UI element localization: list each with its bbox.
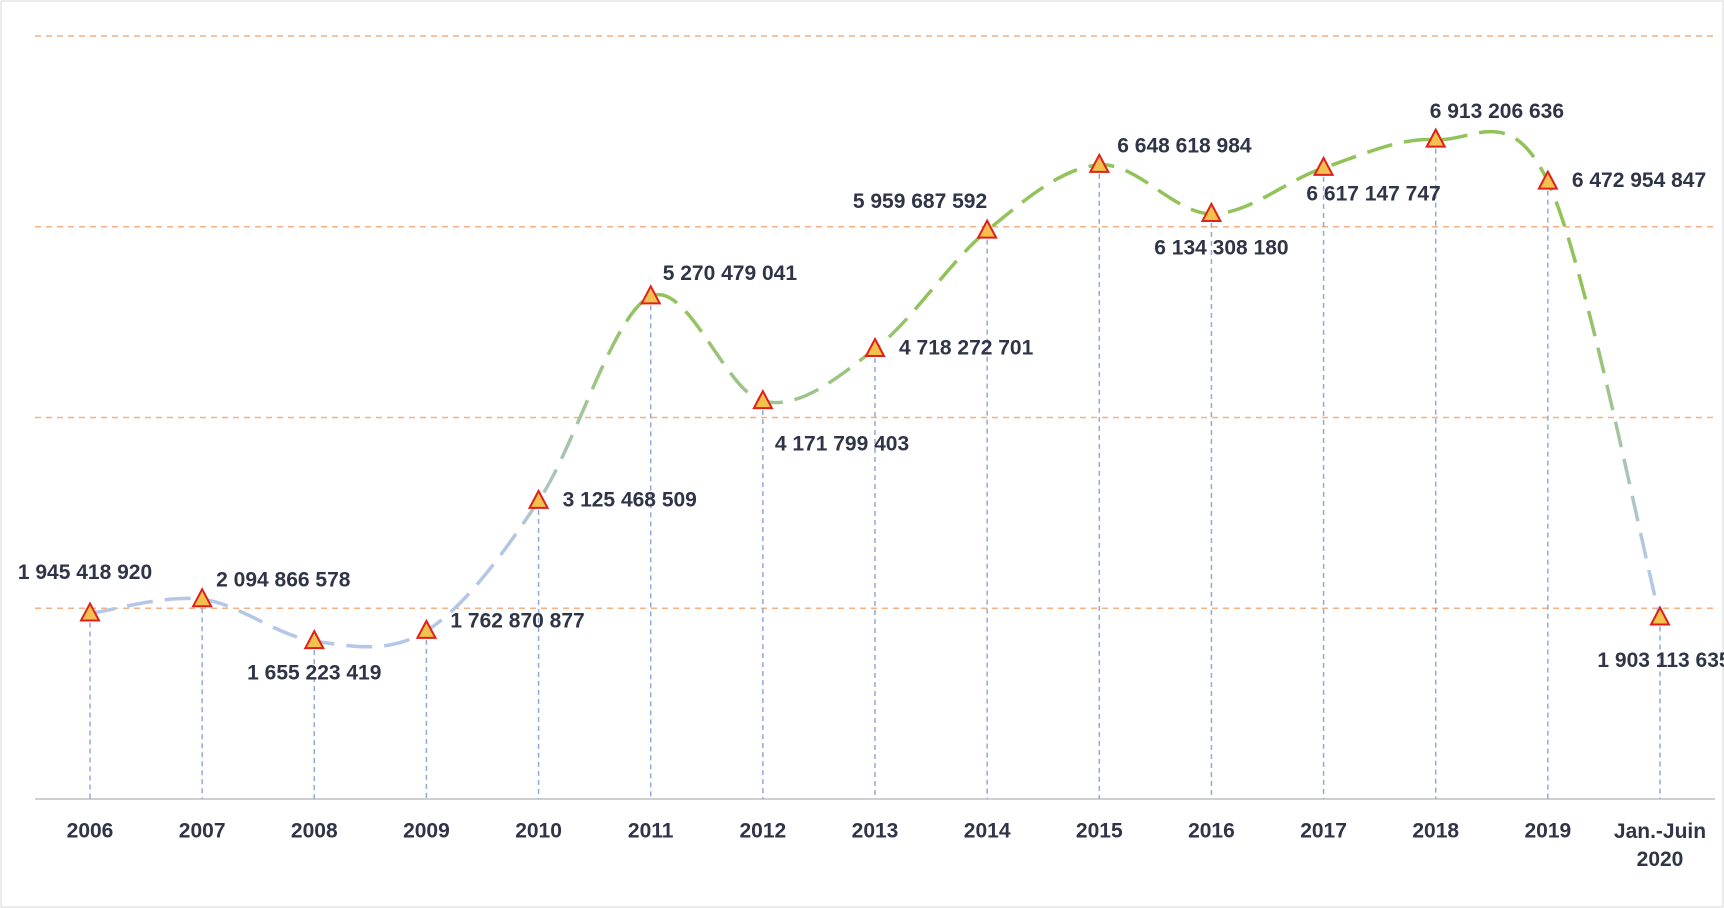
- marker: [1312, 155, 1335, 176]
- marker: [1200, 201, 1223, 222]
- x-tick-label: 2017: [1300, 820, 1347, 843]
- x-tick-label: 2014: [964, 820, 1011, 843]
- data-label: 6 617 147 747: [1306, 182, 1440, 205]
- marker: [191, 587, 213, 608]
- data-label: 1 655 223 419: [247, 662, 381, 685]
- series-line: [89, 129, 1662, 649]
- data-label: 3 125 468 509: [563, 488, 697, 511]
- data-label: 1 903 113 635: [1597, 649, 1724, 672]
- x-tick-label: 2013: [852, 820, 899, 843]
- data-label: 6 472 954 847: [1572, 169, 1706, 192]
- x-tick-label: 2006: [67, 820, 114, 843]
- marker: [976, 218, 998, 239]
- data-label: 6 913 206 636: [1430, 100, 1564, 123]
- x-tick-label: 2019: [1524, 820, 1571, 843]
- x-tick-label: 2010: [515, 820, 562, 843]
- marker: [640, 284, 662, 305]
- marker: [752, 388, 774, 410]
- x-tick-label-line: 2020: [1637, 848, 1684, 871]
- marker: [1537, 169, 1559, 190]
- x-tick-label: 2011: [628, 820, 674, 843]
- x-tick-label: 2015: [1076, 820, 1123, 843]
- marker: [1649, 605, 1671, 626]
- x-tick-label: 2012: [739, 820, 786, 843]
- data-label: 6 134 308 180: [1154, 236, 1288, 259]
- x-tick-label: 2018: [1412, 820, 1459, 843]
- data-label: 4 171 799 403: [775, 433, 909, 456]
- x-tick-label-line: Jan.-Juin: [1614, 820, 1706, 843]
- marker: [864, 336, 886, 357]
- marker: [527, 488, 550, 509]
- data-label: 4 718 272 701: [899, 337, 1034, 360]
- data-label: 5 270 479 041: [663, 262, 798, 285]
- marker: [1425, 127, 1447, 148]
- marker: [415, 618, 438, 639]
- x-tick-label: 2007: [179, 820, 226, 843]
- x-tick-label: 2016: [1188, 820, 1235, 843]
- marker: [79, 601, 101, 622]
- data-label: 1 945 418 920: [18, 561, 152, 584]
- data-label: 5 959 687 592: [853, 190, 987, 213]
- data-label: 2 094 866 578: [216, 569, 351, 592]
- x-tick-label: Jan.-Juin 2020: [1614, 820, 1706, 871]
- x-tick-label: 2009: [403, 820, 450, 843]
- marker: [303, 628, 325, 650]
- data-label: 1 762 870 877: [450, 609, 584, 632]
- marker: [1088, 152, 1110, 173]
- data-label: 6 648 618 984: [1117, 134, 1252, 157]
- x-tick-label: 2008: [291, 820, 338, 843]
